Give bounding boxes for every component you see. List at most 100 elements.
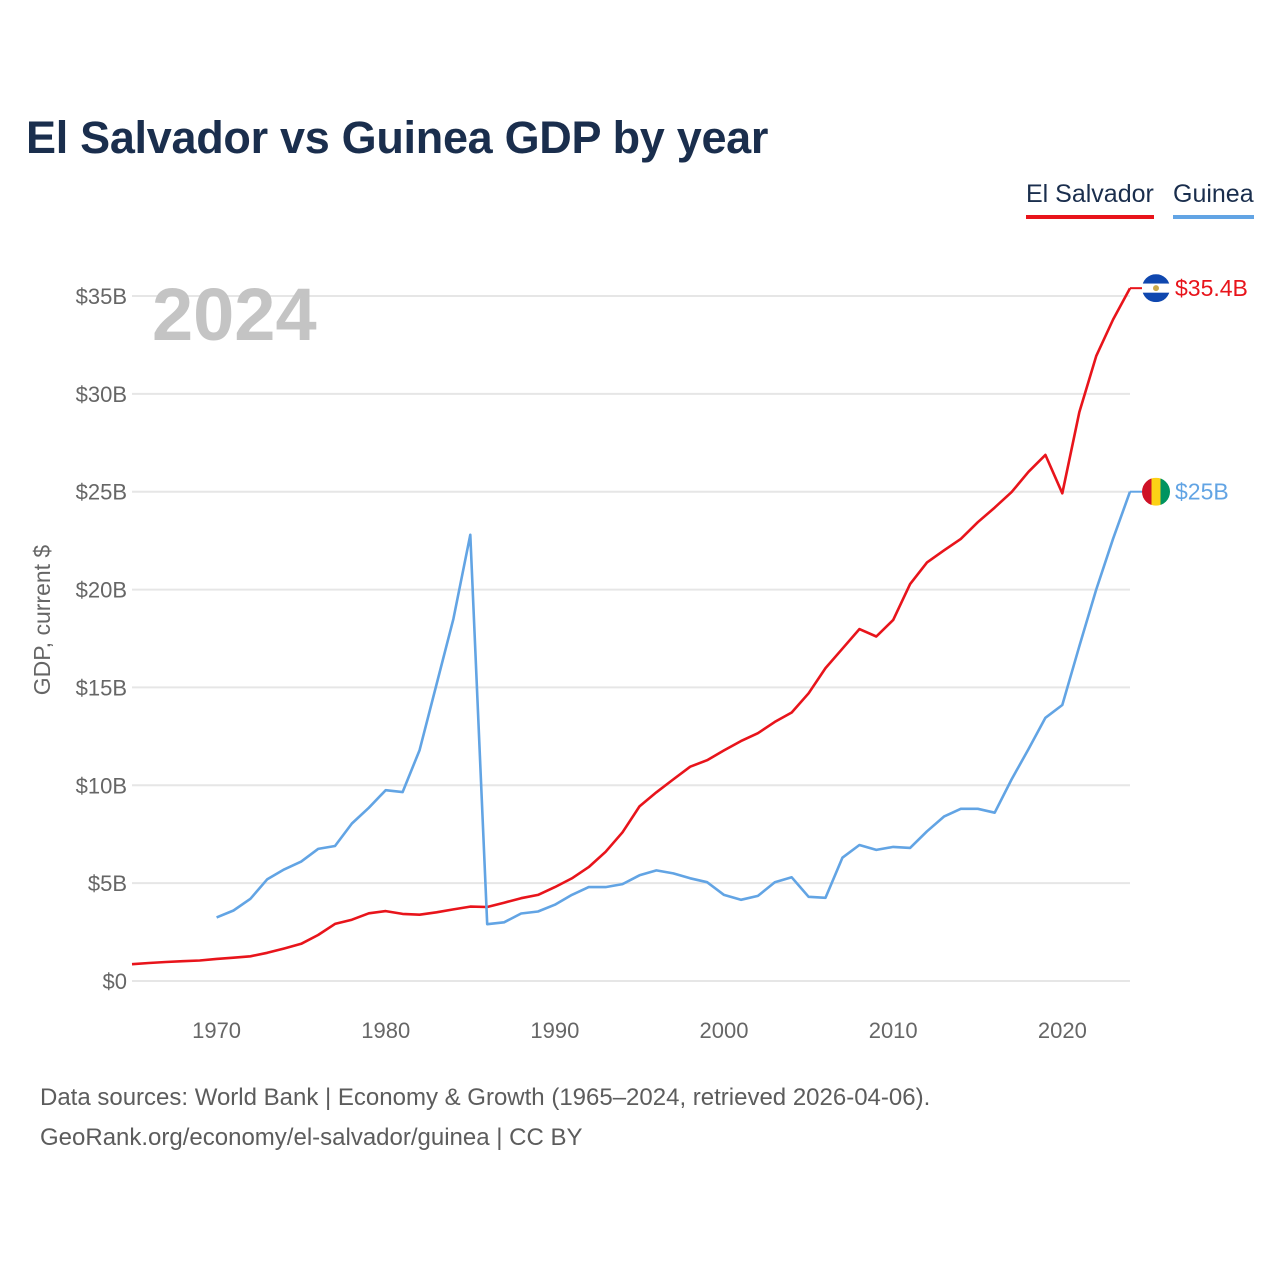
x-tick-label: 1980 (361, 1018, 410, 1043)
data-point-el-salvador (924, 559, 930, 565)
y-tick-label: $25B (76, 480, 127, 505)
data-point-el-salvador (518, 895, 524, 901)
data-point-guinea (433, 681, 439, 687)
data-point-el-salvador (806, 690, 812, 696)
data-point-el-salvador (873, 634, 879, 640)
data-point-el-salvador (230, 955, 236, 961)
data-point-el-salvador (670, 776, 676, 782)
data-point-el-salvador (856, 626, 862, 632)
data-point-el-salvador (197, 957, 203, 963)
data-point-el-salvador (907, 581, 913, 587)
x-tick-label: 1970 (192, 1018, 241, 1043)
data-point-guinea (484, 921, 490, 927)
flag-el-salvador-icon (1142, 274, 1170, 303)
data-point-guinea (1093, 587, 1099, 593)
data-point-el-salvador (789, 709, 795, 715)
data-point-el-salvador (992, 505, 998, 511)
data-point-guinea (958, 806, 964, 812)
data-point-guinea (789, 874, 795, 880)
data-point-el-salvador (738, 738, 744, 744)
data-point-guinea (366, 805, 372, 811)
grid-lines (132, 295, 1130, 982)
data-point-el-salvador (586, 864, 592, 870)
x-tick-label: 2020 (1038, 1018, 1087, 1043)
data-point-el-salvador (383, 908, 389, 914)
data-point-el-salvador (941, 547, 947, 553)
data-point-guinea (1076, 643, 1082, 649)
data-point-el-salvador (636, 803, 642, 809)
data-point-guinea (975, 806, 981, 812)
data-point-el-salvador (1059, 490, 1065, 496)
y-tick-label: $35B (76, 284, 127, 309)
data-point-guinea (264, 876, 270, 882)
legend-item-el-salvador[interactable]: El Salvador (1026, 180, 1154, 219)
data-point-guinea (467, 532, 473, 538)
data-point-guinea (738, 897, 744, 903)
flag-guinea-icon (1142, 477, 1170, 506)
data-point-el-salvador (839, 646, 845, 652)
data-point-guinea (298, 859, 304, 865)
footer-credit[interactable]: GeoRank.org/economy/el-salvador/guinea |… (40, 1124, 583, 1151)
end-value-label-el-salvador: $35.4B (1175, 275, 1248, 301)
data-point-el-salvador (315, 932, 321, 938)
data-point-el-salvador (535, 892, 541, 898)
data-point-el-salvador (501, 900, 507, 906)
data-point-el-salvador (400, 911, 406, 917)
y-tick-label: $15B (76, 675, 127, 700)
data-point-el-salvador (247, 953, 253, 959)
data-point-el-salvador (349, 917, 355, 923)
data-point-el-salvador (163, 959, 169, 965)
chart-title: El Salvador vs Guinea GDP by year (26, 112, 769, 163)
data-point-el-salvador (214, 956, 220, 962)
data-point-guinea (281, 866, 287, 872)
data-point-guinea (1009, 776, 1015, 782)
data-point-guinea (214, 914, 220, 920)
data-point-guinea (636, 872, 642, 878)
data-point-el-salvador (755, 730, 761, 736)
data-point-guinea (603, 884, 609, 890)
series-line-guinea[interactable] (216, 491, 1132, 926)
data-point-el-salvador (823, 665, 829, 671)
x-tick-label: 2000 (700, 1018, 749, 1043)
data-point-guinea (890, 844, 896, 850)
data-point-guinea (1110, 536, 1116, 542)
data-point-el-salvador (1110, 316, 1116, 322)
data-point-guinea (417, 747, 423, 753)
data-point-guinea (670, 870, 676, 876)
data-point-guinea (924, 828, 930, 834)
data-point-guinea (349, 820, 355, 826)
data-point-guinea (772, 879, 778, 885)
footer-source: Data sources: World Bank | Economy & Gro… (40, 1084, 931, 1111)
data-point-guinea (653, 867, 659, 873)
data-point-guinea (873, 847, 879, 853)
end-value-label-guinea: $25B (1175, 479, 1229, 505)
data-point-el-salvador (620, 829, 626, 835)
data-point-el-salvador (366, 910, 372, 916)
data-point-guinea (907, 845, 913, 851)
data-point-el-salvador (890, 617, 896, 623)
year-watermark: 2024 (152, 273, 317, 356)
data-point-el-salvador (687, 764, 693, 770)
data-point-el-salvador (958, 536, 964, 542)
data-point-el-salvador (603, 849, 609, 855)
series-line-el-salvador[interactable] (131, 287, 1132, 966)
data-point-el-salvador (467, 904, 473, 910)
data-point-el-salvador (552, 884, 558, 890)
data-point-guinea (941, 814, 947, 820)
data-point-el-salvador (1009, 489, 1015, 495)
data-point-el-salvador (721, 747, 727, 753)
y-tick-label: $30B (76, 382, 127, 407)
data-point-guinea (687, 875, 693, 881)
data-point-guinea (332, 843, 338, 849)
legend-item-guinea[interactable]: Guinea (1173, 180, 1254, 219)
data-point-guinea (586, 884, 592, 890)
data-point-el-salvador (1093, 353, 1099, 359)
data-point-el-salvador (417, 912, 423, 918)
data-point-guinea (315, 846, 321, 852)
data-point-guinea (721, 892, 727, 898)
y-tick-label: $10B (76, 773, 127, 798)
data-point-guinea (704, 879, 710, 885)
data-point-el-salvador (569, 875, 575, 881)
data-point-guinea (806, 894, 812, 900)
